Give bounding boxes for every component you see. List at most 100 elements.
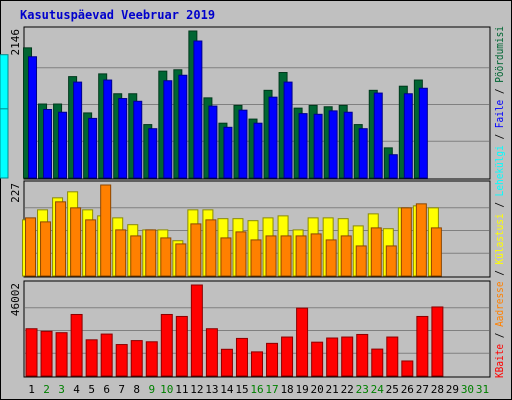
bar-kbytes-kbaite-day-15 <box>235 337 248 377</box>
bar-kbytes-kbaite-day-27 <box>416 315 429 377</box>
x-tick-label-day-4: 4 <box>73 383 80 396</box>
chart-title: Kasutuspäevad Veebruar 2019 <box>20 8 215 22</box>
bar-requests-faile-day-2 <box>43 109 53 179</box>
x-tick-label-day-29: 29 <box>446 383 459 396</box>
bar-visits-aadresse-day-26 <box>400 207 412 277</box>
chart-legend: KBaite / Aadresse / Külastusi / Lehekülg… <box>493 26 506 378</box>
bar-visits-aadresse-day-23 <box>355 245 367 277</box>
bar-visits-aadresse-day-5 <box>85 219 97 277</box>
bar-requests-faile-day-23 <box>358 128 368 179</box>
bar-visits-aadresse-day-12 <box>190 223 202 277</box>
bar-visits-aadresse-day-9 <box>145 229 157 277</box>
x-tick-label-day-31: 31 <box>476 383 489 396</box>
bar-kbytes-kbaite-day-25 <box>386 336 399 377</box>
bar-kbytes-kbaite-day-14 <box>220 348 233 377</box>
chart-panels: 2146 227 46002 <box>0 26 491 378</box>
legend-separator: / <box>493 327 506 344</box>
bar-visits-aadresse-day-13 <box>205 219 217 277</box>
bar-visits-aadresse-day-15 <box>235 231 247 277</box>
bar-visits-aadresse-day-22 <box>340 235 352 277</box>
x-tick-label-day-1: 1 <box>28 383 35 396</box>
legend-separator: / <box>493 196 506 213</box>
bar-kbytes-kbaite-day-24 <box>371 348 384 377</box>
bar-kbytes-kbaite-day-12 <box>190 284 203 377</box>
bar-requests-faile-day-10 <box>163 80 173 179</box>
bar-visits-aadresse-day-24 <box>370 227 382 277</box>
bar-visits-aadresse-day-17 <box>265 235 277 277</box>
x-tick-label-day-20: 20 <box>311 383 324 396</box>
bar-visits-aadresse-day-1 <box>25 217 37 277</box>
x-tick-label-day-25: 25 <box>386 383 399 396</box>
x-tick-label-day-26: 26 <box>401 383 414 396</box>
x-tick-label-day-24: 24 <box>371 383 385 396</box>
x-tick-label-day-30: 30 <box>461 383 474 396</box>
bar-requests-faile-day-8 <box>133 100 143 179</box>
bar-requests-faile-day-13 <box>208 105 218 179</box>
legend-item-k-lastusi: Külastusi <box>493 213 506 264</box>
bar-visits-aadresse-day-27 <box>415 203 427 277</box>
bar-kbytes-kbaite-day-2 <box>40 330 53 377</box>
bar-visits-aadresse-day-3 <box>55 201 67 277</box>
bar-kbytes-kbaite-day-9 <box>145 341 158 377</box>
legend-text: KBaite / Aadresse / Külastusi / Lehekülg… <box>493 26 506 378</box>
legend-item-faile: Faile <box>493 100 506 128</box>
x-tick-label-day-9: 9 <box>148 383 155 396</box>
x-axis-labels: 1 2 3 4 5 6 7 8 9 10 11 12 13 14 15 16 17 18 19 20 21 22 23 24 2… <box>28 383 489 396</box>
bar-requests-faile-day-22 <box>343 111 353 179</box>
x-tick-label-day-23: 23 <box>356 383 369 396</box>
bar-requests-faile-day-7 <box>118 98 128 179</box>
bar-kbytes-kbaite-day-28 <box>431 306 444 377</box>
bar-visits-aadresse-day-6 <box>100 184 112 277</box>
bar-visits-aadresse-day-18 <box>280 235 292 277</box>
x-tick-label-day-12: 12 <box>190 383 203 396</box>
x-tick-label-day-17: 17 <box>265 383 278 396</box>
bar-kbytes-kbaite-day-21 <box>326 337 339 377</box>
bar-visits-aadresse-day-10 <box>160 237 172 277</box>
bar-kbytes-kbaite-day-18 <box>281 336 294 377</box>
legend-item-lehek-lgi: Lehekülgi <box>493 145 506 196</box>
bar-requests-faile-day-17 <box>268 96 278 179</box>
x-tick-label-day-6: 6 <box>103 383 110 396</box>
bar-kbytes-kbaite-day-16 <box>251 351 263 377</box>
legend-separator: / <box>493 128 506 145</box>
bar-requests-faile-day-1 <box>28 56 38 179</box>
legend-separator: / <box>493 264 506 281</box>
bar-kbytes-kbaite-day-20 <box>311 341 324 377</box>
legend-separator: / <box>493 83 506 100</box>
x-tick-label-day-3: 3 <box>58 383 65 396</box>
x-tick-label-day-14: 14 <box>220 383 234 396</box>
x-tick-label-day-19: 19 <box>295 383 308 396</box>
bar-requests-faile-day-19 <box>298 113 308 179</box>
x-tick-label-day-18: 18 <box>280 383 293 396</box>
bar-kbytes-kbaite-day-13 <box>205 328 218 377</box>
bar-visits-aadresse-day-7 <box>115 229 127 277</box>
bar-kbytes-kbaite-day-22 <box>341 336 354 377</box>
bar-requests-faile-day-14 <box>223 126 233 179</box>
bar-requests-faile-day-5 <box>88 117 98 179</box>
bar-kbytes-kbaite-day-1 <box>25 328 38 377</box>
panel-requests-ytick-label: 2146 <box>9 29 22 56</box>
x-tick-label-day-21: 21 <box>326 383 339 396</box>
bar-kbytes-kbaite-day-11 <box>175 315 188 377</box>
bar-visits-aadresse-day-11 <box>175 243 187 277</box>
x-tick-label-day-28: 28 <box>431 383 444 396</box>
bar-visits-aadresse-day-14 <box>220 237 232 277</box>
x-tick-label-day-7: 7 <box>118 383 125 396</box>
bar-visits-aadresse-day-16 <box>250 239 262 277</box>
bar-requests-faile-day-3 <box>58 111 68 179</box>
bar-requests-faile-day-15 <box>238 109 248 179</box>
x-tick-label-day-11: 11 <box>175 383 188 396</box>
bar-kbytes-kbaite-day-26 <box>401 360 414 377</box>
bar-visits-aadresse-day-20 <box>310 233 322 277</box>
x-tick-label-day-15: 15 <box>235 383 248 396</box>
bar-requests-faile-day-27 <box>418 87 428 179</box>
bar-requests-faile-day-26 <box>403 93 413 179</box>
bar-visits-aadresse-day-2 <box>40 221 52 277</box>
bar-kbytes-kbaite-day-19 <box>296 307 309 377</box>
bar-requests-faile-day-25 <box>388 154 398 179</box>
bar-visits-aadresse-day-4 <box>70 207 82 277</box>
bar-requests-faile-day-12 <box>193 40 203 179</box>
bar-visits-aadresse-day-25 <box>385 245 397 277</box>
bar-requests-faile-day-21 <box>328 110 338 179</box>
bar-kbytes-kbaite-day-23 <box>356 333 369 377</box>
